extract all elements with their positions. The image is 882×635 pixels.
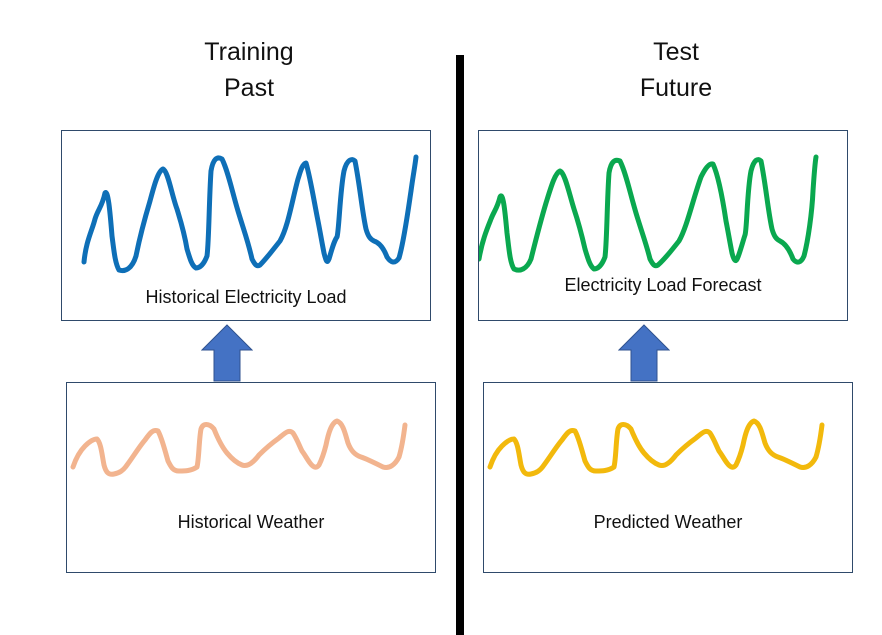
- test-future-heading: Test Future: [576, 34, 776, 106]
- heading-line-future: Future: [639, 74, 713, 102]
- predicted-weather-line: [487, 418, 825, 477]
- vertical-divider: [456, 55, 464, 635]
- training-past-heading: Training Past: [149, 34, 349, 106]
- up-arrow-right: [618, 324, 670, 382]
- predicted-weather-label: Predicted Weather: [593, 512, 743, 532]
- load-forecast-curve: [479, 154, 819, 273]
- up-arrow-left: [201, 324, 253, 382]
- historical-load-line: [81, 154, 419, 274]
- historical-load-panel: Historical Electricity Load: [61, 130, 431, 321]
- load-forecast-panel: Electricity Load Forecast: [478, 130, 848, 321]
- historical-weather-label: Historical Weather: [177, 512, 325, 532]
- heading-line-test: Test: [653, 38, 699, 66]
- up-arrow-right-shape: [618, 324, 670, 382]
- historical-weather-panel: Historical Weather: [66, 382, 436, 573]
- load-forecast-line: [479, 154, 819, 273]
- historical-load-label: Historical Electricity Load: [145, 287, 347, 307]
- predicted-weather-panel: Predicted Weather: [483, 382, 853, 573]
- load-forecast-label: Electricity Load Forecast: [564, 275, 762, 295]
- historical-weather-curve: [70, 418, 408, 477]
- predicted-weather-curve: [487, 418, 825, 477]
- heading-line-training: Training: [204, 38, 294, 66]
- historical-load-curve: [81, 154, 419, 274]
- heading-line-past: Past: [223, 74, 275, 102]
- historical-weather-line: [70, 418, 408, 477]
- up-arrow-left-shape: [201, 324, 253, 382]
